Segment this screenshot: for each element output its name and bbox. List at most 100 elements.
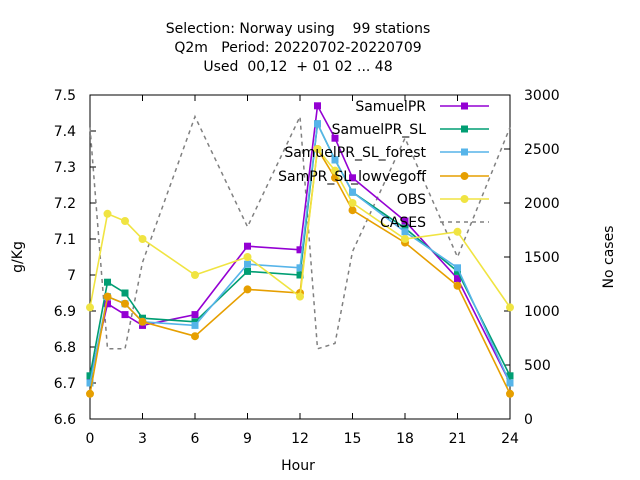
y-tick-label: 7.5 [54,88,76,104]
data-point-SamuelPR [121,311,129,319]
data-point-OBS [191,271,199,279]
y-axis-label: g/Kg [10,241,26,273]
legend-label: SamuelPR_SL [332,122,427,138]
data-point-SamuelPR_SL_forest [191,321,199,329]
x-tick-label: 18 [396,431,414,447]
y2-tick-label: 0 [524,412,533,428]
x-tick-label: 0 [86,431,95,447]
data-point-SamuelPR [401,217,409,225]
data-point-SamuelPR_SL [191,318,199,326]
data-point-OBS [103,209,112,218]
chart-title: Selection: Norway using 99 stations Q2m … [166,21,431,75]
x-tick-label: 3 [138,431,147,447]
data-point-OBS [121,217,129,225]
data-point-SamPR_SL_lowvegoff [121,299,129,308]
legend-label: OBS [397,192,426,208]
data-point-SamuelPR_SL_forest [454,264,461,272]
data-point-SamuelPR [244,242,251,250]
data-point-SamuelPR [454,275,461,283]
y2-axis-label: No cases [601,226,617,289]
legend-marker [461,125,468,133]
y-tick-label: 6.8 [54,340,76,356]
series-OBS [86,145,514,312]
data-point-SamPR_SL_lowvegoff [243,285,252,294]
x-tick-label: 12 [291,431,309,447]
y-tick-label: 7.4 [54,124,76,140]
legend-marker [461,102,468,110]
y-tick-label: 7 [67,268,76,284]
legend-marker [460,195,469,203]
data-point-SamuelPR_SL [244,267,251,275]
x-tick-label: 6 [191,431,200,447]
legend-label: SamuelPR [355,99,426,115]
data-point-SamuelPR_SL_forest [86,379,94,387]
legend-marker [461,148,468,156]
y2-tick-label: 3000 [524,88,560,104]
legend-label: SamPR_SL_lowvegoff [278,169,426,185]
x-axis-label: Hour [281,458,315,474]
data-point-SamuelPR_SL_forest [401,228,409,236]
y2-axis: 0 500 1000 1500 2000 2500 3000 [504,88,560,428]
y-tick-label: 7.3 [54,160,76,176]
data-point-SamPR_SL_lowvegoff [191,332,199,341]
y2-tick-label: 1500 [524,250,560,266]
series-line-SamuelPR_SL_forest [89,121,511,384]
y-tick-label: 6.9 [54,304,76,320]
data-point-SamuelPR [104,300,111,308]
y2-tick-label: 1000 [524,304,560,320]
data-point-SamPR_SL_lowvegoff [453,281,462,290]
data-point-SamuelPR_SL_forest [506,379,514,387]
plot-frame [89,94,511,420]
y-tick-label: 7.1 [54,232,76,248]
data-point-OBS [138,235,147,243]
data-point-SamuelPR_SL [506,372,514,380]
y2-tick-label: 2000 [524,196,560,212]
legend-marker [460,172,469,180]
data-point-OBS [313,145,322,153]
data-point-SamuelPR_SL_forest [349,188,356,196]
data-point-SamuelPR_SL_forest [244,260,251,268]
data-point-OBS [348,199,357,207]
data-point-SamuelPR [349,174,356,182]
y2-tick-label: 500 [524,358,551,374]
title-line-1: Selection: Norway using 99 stations [166,21,431,37]
title-line-3: Used 00,12 + 01 02 ... 48 [203,59,392,75]
data-point-SamuelPR_SL [104,278,111,286]
y-tick-label: 6.7 [54,376,76,392]
data-point-SamuelPR_SL [86,372,94,380]
data-point-SamuelPR_SL_forest [331,156,339,164]
legend-label: CASES [380,215,426,231]
data-point-SamPR_SL_lowvegoff [103,292,112,301]
x-tick-label: 15 [344,431,362,447]
data-point-SamuelPR [331,134,339,142]
data-point-SamuelPR [296,246,304,254]
data-point-SamuelPR_SL [401,224,409,232]
x-tick-label: 21 [449,431,467,447]
data-point-OBS [506,303,514,312]
series-layer [86,102,514,398]
y-axis: 6.6 6.7 6.8 6.9 7 7.1 7.2 7.3 7.4 7.5 [54,88,96,428]
data-point-OBS [401,235,409,243]
x-axis: 0 3 6 9 12 15 18 21 24 [86,95,519,447]
x-tick-label: 24 [501,431,519,447]
title-line-2: Q2m Period: 20220702-20220709 [174,40,421,56]
data-point-OBS [453,227,462,236]
y-tick-label: 7.2 [54,196,76,212]
x-tick-label: 9 [243,431,252,447]
data-point-SamuelPR [191,311,199,319]
data-point-OBS [86,303,94,312]
data-point-SamPR_SL_lowvegoff [138,317,147,326]
data-point-SamPR_SL_lowvegoff [506,389,514,398]
data-point-SamPR_SL_lowvegoff [86,389,94,398]
legend: SamuelPR SamuelPR_SL SamuelPR_SL_forest Sam… [278,99,489,231]
data-point-OBS [296,292,304,301]
data-point-SamuelPR_SL [296,271,304,279]
data-point-SamuelPR_SL [454,267,461,275]
data-point-OBS [243,253,252,261]
data-point-SamuelPR_SL_forest [314,120,321,128]
data-point-SamuelPR_SL_forest [296,264,304,272]
y-tick-label: 6.6 [54,412,76,428]
data-point-SamuelPR [314,102,321,110]
legend-label: SamuelPR_SL_forest [284,145,426,161]
